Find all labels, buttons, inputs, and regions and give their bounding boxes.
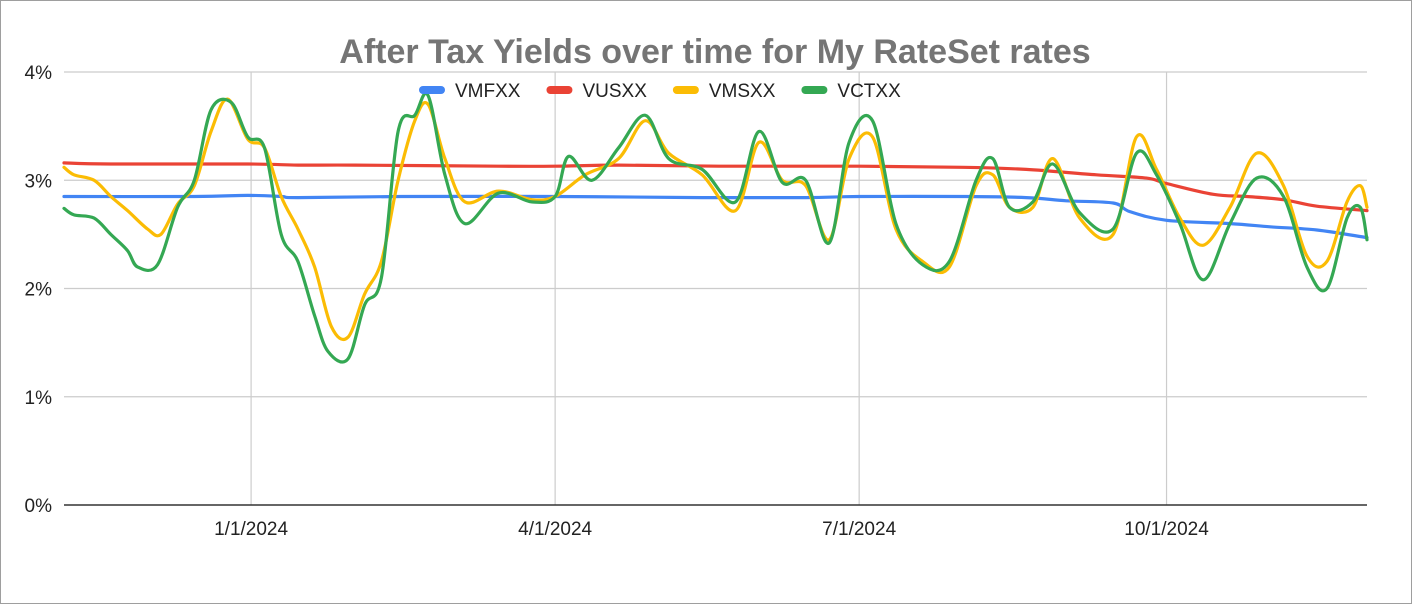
chart-title: After Tax Yields over time for My RateSe…: [339, 33, 1090, 71]
legend-swatch: [419, 86, 445, 94]
legend: VMFXX VUSXX VMSXX VCTXX: [419, 81, 901, 102]
legend-label: VMFXX: [455, 81, 521, 102]
grid-lines: [64, 71, 1367, 505]
series-line-vctxx: [62, 91, 1369, 364]
series-line-vusxx: [62, 161, 1369, 213]
x-tick-label: 10/1/2024: [1124, 519, 1209, 540]
y-tick-label: 2%: [25, 280, 53, 301]
legend-swatch: [546, 86, 573, 94]
x-tick-label: 4/1/2024: [518, 519, 592, 540]
legend-label: VMSXX: [709, 81, 776, 102]
legend-item-vmsxx: VMSXX: [672, 81, 776, 102]
y-tick-label: 1%: [25, 388, 53, 409]
y-tick-label: 4%: [25, 63, 53, 84]
x-tick-label: 7/1/2024: [822, 519, 896, 540]
legend-label: VCTXX: [837, 81, 901, 102]
series-lines: [62, 91, 1369, 364]
legend-item-vusxx: VUSXX: [546, 81, 647, 102]
legend-swatch: [672, 86, 699, 94]
legend-swatch: [801, 86, 828, 94]
axes: 0% 1% 2% 3% 4% 1/1/2024 4/1/2024 7/1/2024 10/1/2…: [25, 63, 1367, 540]
legend-label: VUSXX: [582, 81, 647, 102]
y-tick-label: 0%: [25, 496, 53, 517]
legend-item-vmfxx: VMFXX: [419, 81, 521, 102]
legend-item-vctxx: VCTXX: [801, 81, 901, 102]
y-tick-label: 3%: [25, 171, 53, 192]
x-tick-label: 1/1/2024: [214, 519, 288, 540]
